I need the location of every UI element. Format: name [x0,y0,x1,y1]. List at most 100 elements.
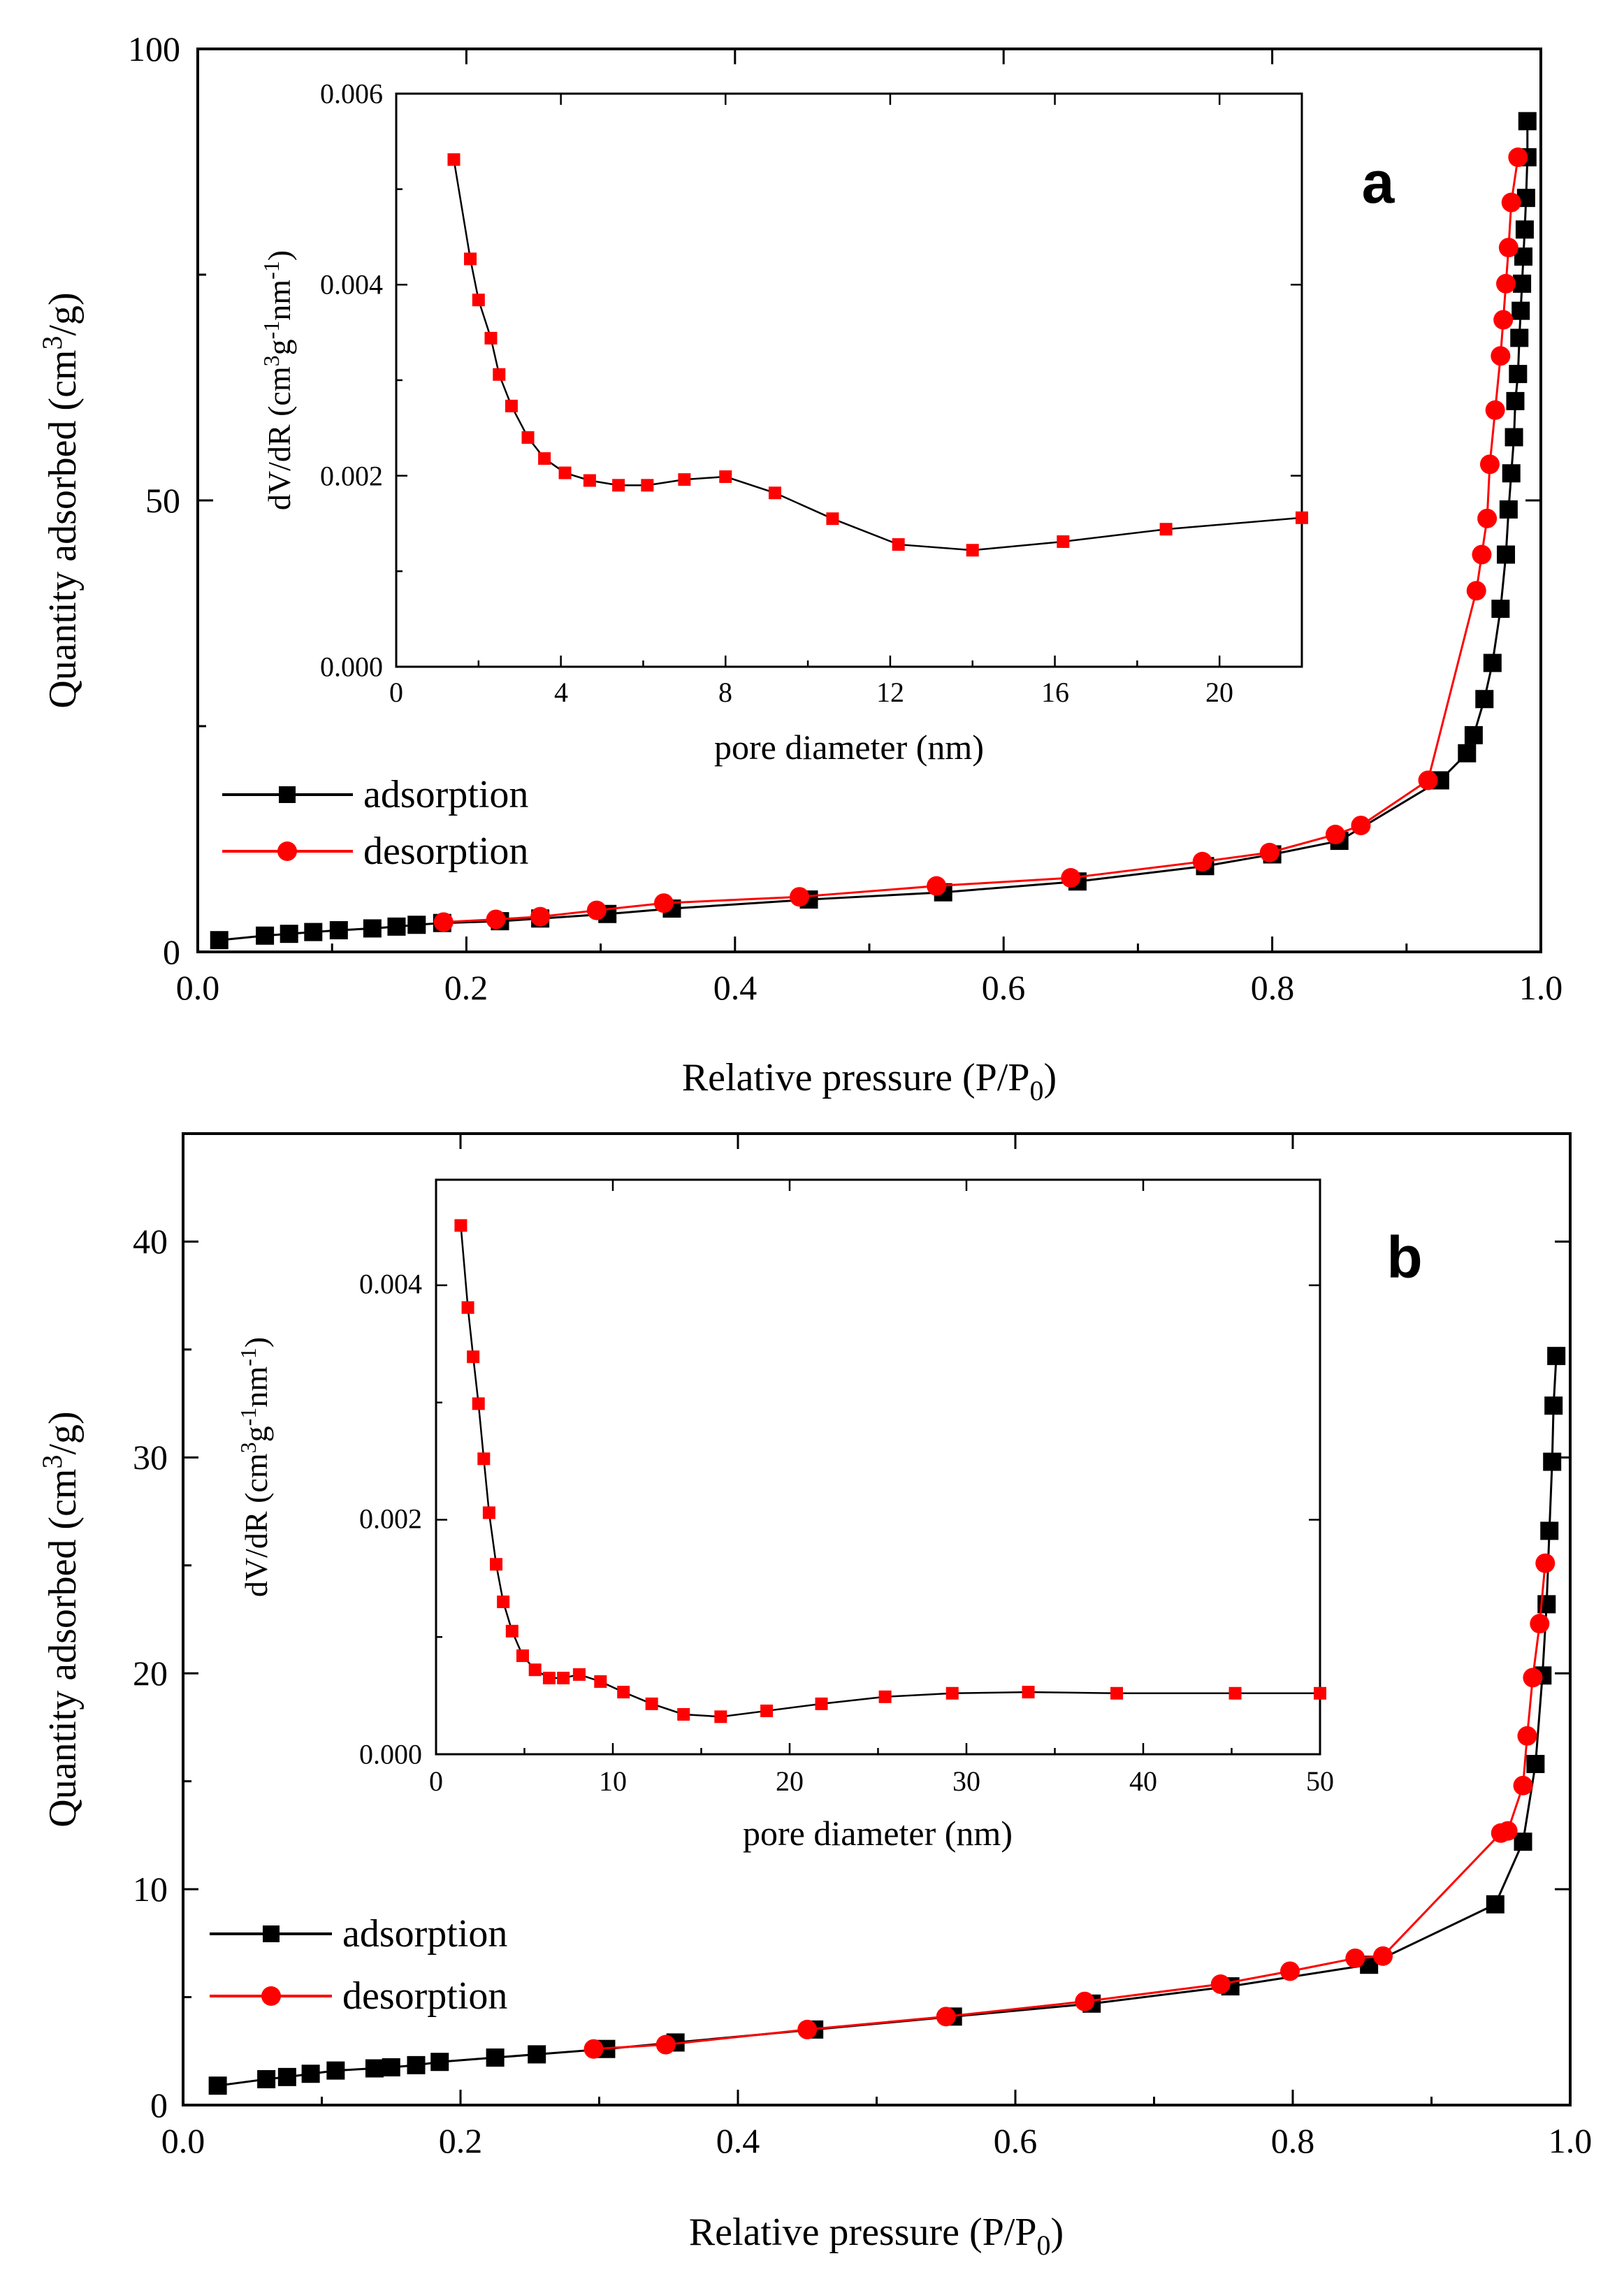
panel-b-xtick-label: 0.4 [716,2121,760,2160]
data-point-adsorption [326,2061,345,2080]
data-point-desorption [1418,770,1438,790]
data-point-adsorption [430,2053,449,2072]
data-point-desorption [1479,454,1500,475]
data-point-adsorption [1544,1396,1563,1415]
data-point-adsorption [1543,1452,1562,1471]
data-point-adsorption [486,2048,505,2067]
data-point-pore-size-distribution [490,1558,503,1571]
data-point-desorption [1530,1614,1550,1634]
data-point-pore-size-distribution [1022,1686,1035,1699]
data-point-pore-size-distribution [1110,1686,1124,1700]
data-point-adsorption [304,923,323,941]
data-point-desorption [1501,192,1521,212]
panel-b-ytick-label: 30 [133,1438,168,1477]
data-point-pore-size-distribution [528,1663,542,1677]
panel-b-letter: b [1386,1224,1422,1290]
data-point-desorption [1508,147,1528,168]
data-point-pore-size-distribution [1228,1686,1242,1700]
data-point-desorption [583,2039,604,2059]
data-point-pore-size-distribution [768,486,781,500]
data-point-pore-size-distribution [484,331,498,345]
data-point-pore-size-distribution [472,1397,485,1410]
data-point-desorption [927,876,947,896]
panel-b-xtick-label: 0.8 [1271,2121,1315,2160]
panel-b-inset-xtick-label: 20 [776,1765,804,1797]
data-point-pore-size-distribution [594,1675,607,1688]
panel-a-inset-frame [395,92,1303,668]
panel-b-inset-ytick-label: 0.004 [359,1269,422,1300]
data-point-pore-size-distribution [461,1301,474,1314]
data-point-desorption [586,900,607,920]
data-point-desorption [1491,346,1511,366]
panel-b-ylabel: Quantity adsorbed (cm3/g) [36,1411,85,1827]
data-point-adsorption [1509,365,1528,384]
data-point-pore-size-distribution [447,153,461,166]
data-point-adsorption [1491,600,1510,619]
data-point-pore-size-distribution [493,368,506,381]
panel-b-xtick-label: 0.6 [994,2121,1038,2160]
legend-adsorption-marker [279,786,296,803]
data-point-desorption [1210,1974,1231,1995]
panel-a-series [210,112,1537,950]
data-point-adsorption [256,926,275,945]
panel-b-ytick-label: 40 [133,1222,168,1261]
data-point-pore-size-distribution [464,252,477,266]
data-point-pore-size-distribution [826,512,839,526]
data-point-desorption [1493,310,1514,330]
legend-desorption-marker [277,841,297,861]
data-point-adsorption [1506,391,1525,410]
data-point-pore-size-distribution [505,1624,519,1638]
data-point-adsorption [1464,725,1483,744]
data-point-desorption [1485,400,1505,420]
data-point-adsorption [1513,274,1532,293]
data-point-adsorption [387,917,406,936]
panel-a-inset: 0.000 0.002 0.004 0.006 0 4 8 12 16 20 p… [259,78,1308,767]
panel-b-series [208,1347,1566,2095]
data-point-desorption [1535,1553,1556,1573]
data-point-adsorption [1526,1754,1545,1773]
data-point-adsorption [1505,428,1523,447]
data-point-desorption [1061,868,1081,888]
data-point-adsorption [1518,112,1537,131]
data-point-pore-size-distribution [678,473,691,486]
data-point-adsorption [382,2058,400,2076]
panel-b-legend: adsorption desorption [210,1912,507,2018]
data-point-desorption [936,2007,956,2027]
legend-desorption-label: desorption [342,1974,507,2018]
panel-a-xtick-label: 0.4 [713,968,757,1007]
data-point-pore-size-distribution [572,1668,586,1681]
data-point-adsorption [1483,653,1502,672]
data-point-desorption [1472,544,1492,565]
data-point-pore-size-distribution [516,1649,529,1663]
data-point-pore-size-distribution [472,294,485,307]
panel-a-inset-xtick-label: 12 [876,677,904,708]
data-point-adsorption [1540,1522,1559,1540]
data-point-desorption [1075,1991,1095,2011]
data-point-pore-size-distribution [815,1697,828,1710]
data-point-adsorption [257,2069,276,2088]
data-point-pore-size-distribution [454,1219,467,1232]
data-point-pore-size-distribution [966,544,979,557]
data-point-pore-size-distribution [714,1710,727,1723]
legend-adsorption-label: adsorption [342,1912,507,1956]
panel-b-xtick-label: 0.0 [161,2121,205,2160]
data-point-desorption [1513,1775,1533,1795]
data-point-pore-size-distribution [1159,523,1173,536]
data-point-desorption [1498,238,1518,258]
data-point-desorption [1496,273,1516,294]
data-point-desorption [1325,825,1345,845]
data-point-desorption [1491,1823,1511,1843]
panel-a-ytick-label: 0 [163,932,180,971]
data-point-desorption [1466,581,1486,601]
data-point-pore-size-distribution [538,452,551,465]
panel-b-inset-frame [435,1178,1321,1756]
panel-a-inset-xtick-label: 8 [718,677,732,708]
legend-desorption-label: desorption [363,830,528,873]
data-point-pore-size-distribution [482,1506,495,1519]
data-point-desorption [1192,851,1212,872]
data-point-adsorption [280,925,298,944]
panel-b-inset-ylabel: dV/dR (cm3g-1nm-1) [235,1337,274,1597]
panel-b-inset-ytick-label: 0.002 [359,1503,422,1535]
data-point-adsorption [1502,464,1521,483]
panel-b-inset-series [454,1219,1326,1723]
